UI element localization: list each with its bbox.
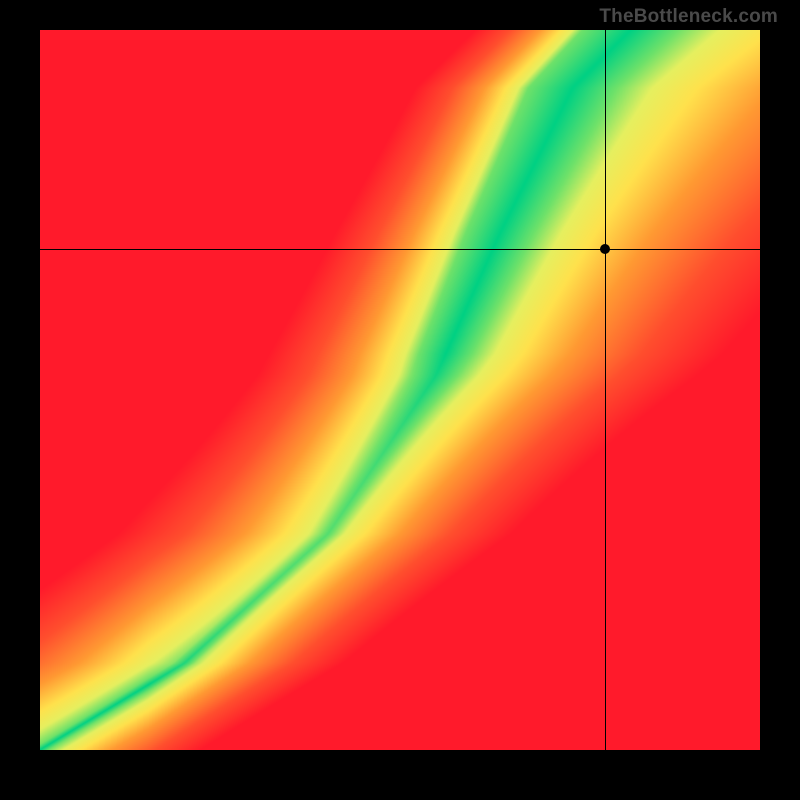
watermark-text: TheBottleneck.com: [599, 6, 778, 28]
plot-frame: [40, 30, 760, 750]
crosshair-horizontal: [40, 249, 760, 250]
bottleneck-heatmap: [40, 30, 760, 750]
chart-container: TheBottleneck.com: [0, 0, 800, 800]
crosshair-vertical: [605, 30, 606, 750]
selected-point-marker: [600, 244, 610, 254]
